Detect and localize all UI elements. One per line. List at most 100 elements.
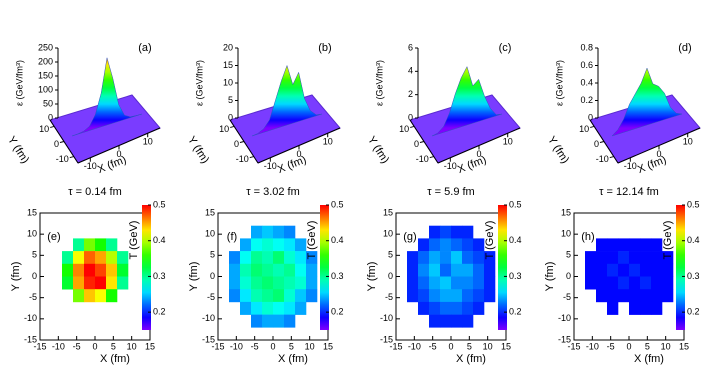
- heat-cell: [95, 263, 107, 277]
- colorbar: [320, 205, 329, 330]
- x-tick-label: 0: [626, 341, 631, 351]
- y-tick-label: 10: [219, 124, 229, 134]
- colorbar-tick-label: 0.5: [153, 199, 166, 209]
- heat-cell: [440, 251, 452, 265]
- heat-cell: [462, 225, 474, 239]
- heat-cell: [73, 289, 85, 303]
- z-tick-label: 0.4: [580, 77, 593, 87]
- z-tick-label: 20: [223, 42, 233, 52]
- z-tick-label: 6: [408, 42, 413, 52]
- heat-cell: [651, 263, 663, 277]
- panel-label: (a): [138, 42, 151, 54]
- z-tick-label: 250: [38, 42, 53, 52]
- colorbar-label: T (GeV): [662, 221, 674, 260]
- y-tick-label: 5: [388, 250, 393, 260]
- z-tick-label: 2: [408, 89, 413, 99]
- x-tick-label: -5: [429, 341, 437, 351]
- heat-cell: [607, 238, 619, 252]
- z-axis-label: ε (GeV/fm³): [14, 60, 24, 106]
- heat-cell: [640, 289, 652, 303]
- heat-cell: [251, 238, 263, 252]
- heat-cell: [451, 238, 463, 252]
- colorbar-tick-label: 0.5: [509, 199, 522, 209]
- y-tick-label: -15: [558, 334, 571, 344]
- heat-cell: [262, 289, 274, 303]
- y-axis-label: Y (fm): [545, 134, 571, 165]
- z-tick-label: 200: [38, 56, 53, 66]
- heat-cell: [429, 314, 441, 328]
- heat-cell: [607, 301, 619, 315]
- heat-cell: [273, 225, 285, 239]
- y-tick-label: -10: [24, 313, 37, 323]
- y-axis-label: Y (fm): [188, 262, 200, 292]
- heat-cell: [451, 301, 463, 315]
- x-tick-label: -10: [230, 341, 243, 351]
- z-axis-label: ε (GeV/fm³): [194, 60, 204, 106]
- x-tick-label: -5: [251, 341, 259, 351]
- z-tick-label: 0: [408, 112, 413, 122]
- colorbar-tick-label: 0.5: [331, 199, 344, 209]
- y-tick-label: -10: [202, 313, 215, 323]
- x-tick-label: 5: [645, 341, 650, 351]
- x-tick-label: 0: [116, 149, 121, 159]
- panel-label: (e): [47, 231, 60, 243]
- heat-cell: [462, 289, 474, 303]
- heat-cell: [629, 263, 641, 277]
- heat-cell: [607, 251, 619, 265]
- heat-cell: [451, 314, 463, 328]
- heat-cell: [640, 263, 652, 277]
- heat-cell: [640, 238, 652, 252]
- heat-cell: [629, 276, 641, 290]
- y-tick-label: 15: [205, 207, 215, 217]
- y-tick-label: 10: [27, 229, 37, 239]
- heat-cell: [240, 263, 252, 277]
- heat-cell: [284, 225, 296, 239]
- heat-cell: [284, 276, 296, 290]
- panel-label: (d): [678, 42, 691, 54]
- x-tick-label: -5: [607, 341, 615, 351]
- heat-cell: [251, 289, 263, 303]
- z-tick-label: 100: [38, 84, 53, 94]
- heat-cell: [273, 289, 285, 303]
- y-tick-label: 10: [205, 229, 215, 239]
- y-tick: [429, 156, 434, 159]
- heat-cell: [607, 276, 619, 290]
- heat-cell: [451, 225, 463, 239]
- z-tick-label: 0.2: [580, 95, 593, 105]
- heat-cell: [440, 314, 452, 328]
- heat-cell: [306, 263, 318, 277]
- heat-cell: [273, 251, 285, 265]
- heat-cell: [295, 301, 307, 315]
- y-axis-label: Y (fm): [5, 134, 31, 165]
- heat-cell: [284, 289, 296, 303]
- y-tick: [609, 156, 614, 159]
- heat-cell: [596, 251, 608, 265]
- heat-cell: [440, 263, 452, 277]
- heat-cell: [418, 289, 430, 303]
- colorbar: [142, 205, 151, 330]
- x-tick-label: -15: [567, 341, 580, 351]
- x-tick-label: 10: [143, 137, 153, 147]
- y-tick-label: -10: [236, 154, 249, 164]
- heat-cell: [440, 301, 452, 315]
- heat-cell: [62, 276, 74, 290]
- panel-label: (f): [227, 231, 237, 243]
- heat-cell: [106, 289, 118, 303]
- heat-cell: [73, 263, 85, 277]
- panel-title: τ = 5.9 fm: [427, 186, 474, 198]
- heat-cell: [295, 238, 307, 252]
- x-tick-label: -10: [624, 161, 637, 171]
- y-tick-label: 5: [210, 250, 215, 260]
- y-tick-label: -15: [202, 334, 215, 344]
- heat-cell: [117, 276, 129, 290]
- panel-label: (h): [581, 231, 594, 243]
- z-tick-label: 0: [228, 112, 233, 122]
- x-tick-label: -10: [264, 161, 277, 171]
- x-tick-label: 15: [145, 341, 155, 351]
- y-tick-label: 5: [566, 250, 571, 260]
- heat-cell: [462, 314, 474, 328]
- y-tick-label: 5: [32, 250, 37, 260]
- heat-cell: [462, 238, 474, 252]
- y-tick-label: -5: [29, 292, 37, 302]
